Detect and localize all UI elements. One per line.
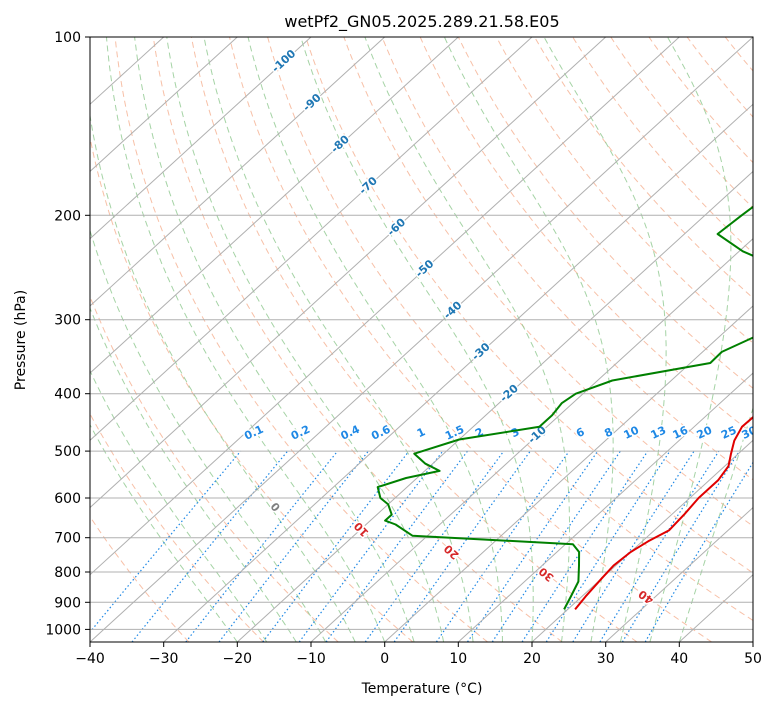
y-tick-label: 800 xyxy=(54,565,81,581)
isotherm-line xyxy=(310,237,753,642)
mixing-ratio-label: 36 xyxy=(760,423,775,441)
mixing-ratio-line xyxy=(491,450,621,642)
moist-adiabat-line xyxy=(678,406,753,642)
chart-title: wetPf2_GN05.2025.289.21.58.E05 xyxy=(284,12,559,32)
dry-adiabat-line xyxy=(419,37,753,435)
mixing-ratio-line xyxy=(298,450,444,642)
dry-adiabat-line xyxy=(343,37,753,527)
dry-adiabat-line xyxy=(572,37,753,254)
isotherm-line xyxy=(531,439,753,642)
dry-adiabat-line xyxy=(763,37,775,642)
sounding-series xyxy=(376,205,753,611)
dry-adiabat-line xyxy=(90,515,190,642)
x-tick-label: 10 xyxy=(449,651,467,667)
sounding-line xyxy=(376,205,753,610)
axes: −40 −30 −20 −10 0 10 20 30 40 50 100 200 300 400 500 60… xyxy=(45,30,762,667)
y-tick-label: 300 xyxy=(54,313,81,329)
dry-adiabat-line xyxy=(90,135,414,642)
mixing-ratio-line xyxy=(90,450,242,633)
moist-adiabat-line xyxy=(90,112,356,642)
y-tick-label: 500 xyxy=(54,444,81,460)
plot-frame xyxy=(89,36,754,643)
moist-adiabat-line xyxy=(90,423,238,642)
x-tick-label: 0 xyxy=(380,651,389,667)
moist-adiabat-line xyxy=(443,37,614,642)
dry-adiabat-line xyxy=(152,37,563,642)
dry-adiabat-line xyxy=(229,37,712,642)
sounding-line xyxy=(574,415,753,611)
x-tick-label: −30 xyxy=(149,651,179,667)
dry-adiabat-line xyxy=(457,37,753,389)
dry-adiabat-line xyxy=(267,37,753,622)
dry-adiabat-line xyxy=(381,37,753,481)
moist-adiabat-line xyxy=(90,369,268,642)
mixing-ratio-line xyxy=(364,450,505,642)
y-tick-label: 900 xyxy=(54,595,81,611)
y-tick-label: 400 xyxy=(54,387,81,403)
dry-adiabat-line xyxy=(90,412,264,642)
mixing-ratio-line xyxy=(466,450,599,642)
isotherm-line xyxy=(236,170,753,642)
mixing-ratio-line xyxy=(325,450,468,642)
moist-adiabat-line xyxy=(134,37,415,642)
isotherm-line xyxy=(90,37,753,642)
isotherm-line xyxy=(90,37,386,307)
isotherm-line xyxy=(90,37,680,576)
isotherm-line xyxy=(163,103,753,642)
mixing-ratio-line xyxy=(621,450,740,642)
moist-adiabat-line xyxy=(106,37,386,642)
isotherm-line xyxy=(90,37,607,509)
isotherm-line xyxy=(90,37,533,442)
mixing-ratio-line xyxy=(131,450,289,642)
x-tick-label: 50 xyxy=(744,651,762,667)
y-axis-label: Pressure (hPa) xyxy=(13,290,29,390)
mixing-ratio-line xyxy=(185,450,339,642)
isotherm-line xyxy=(90,37,459,374)
x-axis-label: Temperature (°C) xyxy=(361,681,483,697)
mixing-ratio-line xyxy=(545,450,671,642)
isotherm-line xyxy=(752,641,753,642)
dry-adiabat-line xyxy=(305,37,753,574)
mixing-ratio-line xyxy=(435,450,570,642)
moist-adiabat-line xyxy=(90,228,327,642)
y-tick-label: 100 xyxy=(54,30,81,46)
mixing-ratio-line xyxy=(572,450,695,642)
moist-adiabat-line xyxy=(247,37,503,642)
y-tick-label: 700 xyxy=(54,531,81,547)
isotherm-line xyxy=(90,37,238,173)
isotherm-line xyxy=(457,372,753,642)
mixing-ratio-line xyxy=(262,450,410,642)
x-tick-label: −40 xyxy=(75,651,105,667)
isotherms xyxy=(90,37,753,642)
x-tick-label: 20 xyxy=(523,651,541,667)
dry-adiabat-line xyxy=(90,295,339,642)
moist-adiabat-line xyxy=(649,37,732,642)
moist-adiabat-line xyxy=(90,306,297,642)
x-tick-label: 30 xyxy=(597,651,615,667)
moist-adiabats xyxy=(90,37,753,642)
moist-adiabat-line xyxy=(166,37,445,642)
y-tick-label: 200 xyxy=(54,208,81,224)
moist-adiabat-line xyxy=(203,37,474,642)
y-tick-label: 1000 xyxy=(45,622,81,638)
isotherm-line xyxy=(384,305,753,642)
x-tick-label: 40 xyxy=(670,651,688,667)
y-tick-label: 600 xyxy=(54,491,81,507)
isotherm-line xyxy=(90,37,312,240)
x-tick-label: −20 xyxy=(223,651,253,667)
mixing-ratio-line xyxy=(521,450,649,642)
isotherm-line xyxy=(605,506,753,642)
x-tick-label: −10 xyxy=(296,651,326,667)
